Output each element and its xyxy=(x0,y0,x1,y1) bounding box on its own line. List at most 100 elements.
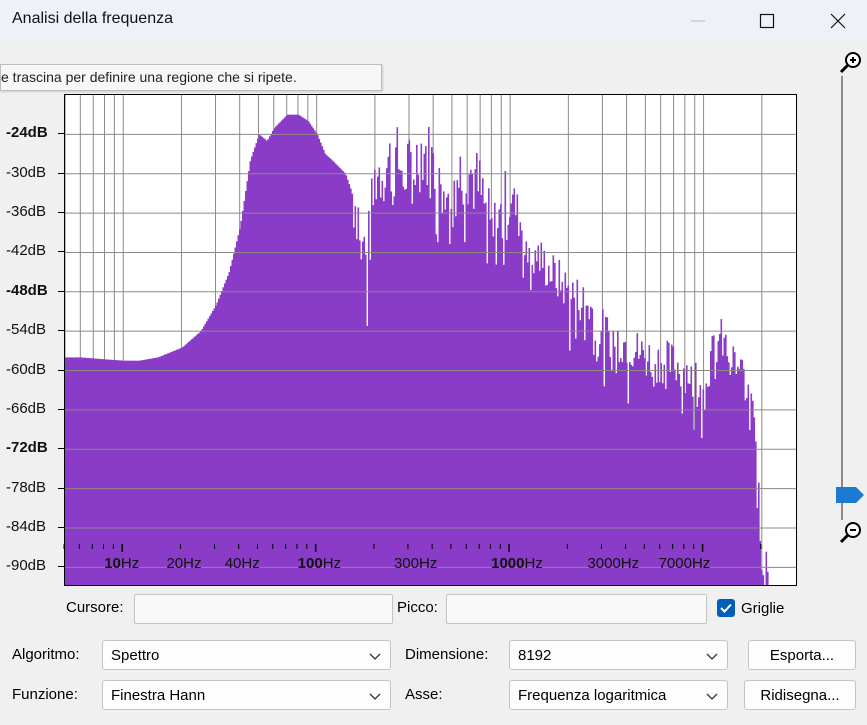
spectrum-bar xyxy=(213,308,216,585)
maximize-button[interactable] xyxy=(744,0,790,42)
spectrum-bar xyxy=(272,130,274,585)
spectrum-bar xyxy=(179,348,181,585)
spectrum-bar xyxy=(338,166,340,585)
redraw-button[interactable]: Ridisegna... xyxy=(744,680,856,710)
spectrum-bar xyxy=(642,350,645,585)
spectrum-bar xyxy=(659,381,661,585)
spectrum-bar xyxy=(75,357,78,585)
spectrum-bar xyxy=(327,156,330,585)
spectrum-bar xyxy=(465,193,468,585)
spectrum-bar xyxy=(191,339,193,585)
zoom-out-button[interactable] xyxy=(838,520,864,546)
spectrum-bar xyxy=(708,386,711,585)
spectrum-bar xyxy=(422,179,424,585)
spectrum-bar xyxy=(359,240,361,585)
spectrum-bar xyxy=(111,359,114,585)
spectrum-bar xyxy=(689,383,691,585)
spectrum-bar xyxy=(564,272,567,585)
spectrum-bar xyxy=(86,357,88,585)
y-tick xyxy=(58,133,64,135)
zoom-in-icon xyxy=(839,52,861,74)
spectrum-bar xyxy=(752,400,754,585)
spectrum-bar xyxy=(539,270,541,585)
slider-thumb-icon xyxy=(836,487,864,503)
algorithm-label: Algoritmo: xyxy=(12,646,80,663)
spectrum-bar xyxy=(756,507,759,585)
spectrum-bar xyxy=(239,229,241,585)
spectrum-bar xyxy=(129,360,132,585)
spectrum-bar xyxy=(567,285,570,585)
spectrum-bar xyxy=(627,403,630,585)
spectrum-bar xyxy=(69,357,72,585)
axis-select[interactable]: Frequenza logaritmica xyxy=(509,680,728,710)
spectrum-bar xyxy=(251,156,253,585)
spectrum-bar xyxy=(134,360,136,585)
spectrum-bar xyxy=(510,203,513,585)
spectrum-bar xyxy=(182,347,184,585)
close-button[interactable] xyxy=(815,0,861,42)
spectrum-bar xyxy=(506,240,508,585)
spectrum-bar xyxy=(126,360,129,585)
spectrum-bar xyxy=(164,354,166,585)
spectrum-bar xyxy=(528,247,531,585)
spectrum-bar xyxy=(489,219,492,585)
spectrum-bar xyxy=(315,132,318,585)
spectrum-bar xyxy=(65,357,67,585)
spectrum-bar xyxy=(285,115,288,585)
spectrum-bar xyxy=(81,357,84,585)
spectrum-bar xyxy=(228,272,231,585)
peak-field[interactable] xyxy=(446,594,707,624)
spectrum-bar xyxy=(417,174,420,585)
algorithm-select[interactable]: Spettro xyxy=(102,640,391,670)
spectrum-bar xyxy=(141,360,144,585)
spectrum-bar xyxy=(737,366,739,585)
spectrum-bar xyxy=(525,241,528,585)
spectrum-bar xyxy=(479,160,481,585)
spectrum-bar xyxy=(198,332,201,585)
spectrum-bar xyxy=(507,224,510,585)
spectrum-bar xyxy=(474,169,477,585)
spectrum-bar xyxy=(314,130,316,585)
function-select[interactable]: Finestra Hann xyxy=(102,680,391,710)
y-tick xyxy=(58,487,64,489)
spectrum-bar xyxy=(201,328,204,585)
spectrum-bar xyxy=(354,206,357,585)
spectrum-bar xyxy=(339,168,342,585)
export-button[interactable]: Esporta... xyxy=(748,640,856,670)
spectrum-graph[interactable] xyxy=(64,94,797,586)
spectrum-bar xyxy=(522,277,525,585)
spectrum-bar xyxy=(612,330,615,585)
spectrum-bar xyxy=(152,358,154,585)
spectrum-bar xyxy=(516,194,519,585)
spectrum-bar xyxy=(591,308,594,585)
spectrum-bar xyxy=(113,359,115,585)
spectrum-bar xyxy=(222,287,225,585)
zoom-slider-thumb[interactable] xyxy=(836,487,864,503)
cursor-field[interactable] xyxy=(134,594,393,624)
spectrum-bar xyxy=(741,360,744,585)
minimize-button[interactable] xyxy=(675,0,721,42)
spectrum-bar xyxy=(396,127,399,585)
size-select[interactable]: 8192 xyxy=(509,640,728,670)
spectrum-bar xyxy=(765,551,768,585)
spectrum-bar xyxy=(531,264,534,585)
x-tick-label: 10Hz xyxy=(104,555,140,572)
spectrum-bar xyxy=(290,114,292,585)
spectrum-bar xyxy=(77,357,79,585)
spectrum-bar xyxy=(519,222,522,585)
spectrum-bar xyxy=(144,359,147,585)
grid-checkbox[interactable] xyxy=(717,599,735,617)
size-label: Dimensione: xyxy=(405,646,489,663)
zoom-in-button[interactable] xyxy=(838,50,864,76)
spectrum-bar xyxy=(728,362,730,585)
spectrum-bar xyxy=(710,351,712,585)
spectrum-bar xyxy=(321,146,324,585)
spectrum-bar xyxy=(614,346,616,585)
spectrum-bar xyxy=(746,398,748,585)
spectrum-bar xyxy=(651,376,654,585)
spectrum-bar xyxy=(683,368,685,585)
zoom-slider-track[interactable] xyxy=(841,76,843,520)
spectrum-bar xyxy=(71,357,73,585)
spectrum-bar xyxy=(740,359,742,585)
y-tick-label: -60dB xyxy=(6,360,47,378)
